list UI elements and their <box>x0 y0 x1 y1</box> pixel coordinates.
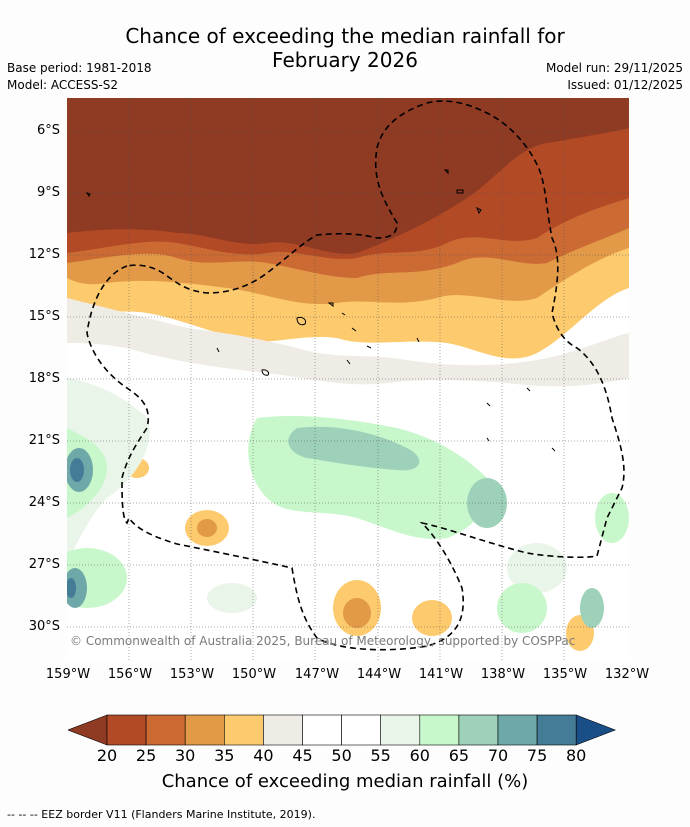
wet-patch-152w <box>207 583 257 613</box>
lat-label-30s: 30°S <box>28 619 60 634</box>
colorbar-segment <box>106 714 147 746</box>
dry-patch-150w-core <box>197 519 217 537</box>
gridlines <box>67 98 629 660</box>
island-16 <box>551 447 556 452</box>
colorbar-tick-label: 65 <box>448 746 470 765</box>
island-4 <box>476 206 482 215</box>
wet-patch-139w-south <box>497 583 547 633</box>
dry-patch-141w <box>412 600 452 636</box>
lat-label-15s: 15°S <box>28 309 60 324</box>
colorbar-tick-label: 45 <box>292 746 313 765</box>
wet-patch-27s-80 <box>67 578 76 598</box>
lat-label-27s: 27°S <box>28 557 60 572</box>
island-14 <box>486 402 491 407</box>
colorbar-tick-label: 35 <box>214 746 235 765</box>
island-13 <box>416 337 420 343</box>
lat-label-9s: 9°S <box>36 185 60 200</box>
lon-label-153w: 153°W <box>169 667 215 682</box>
island-10 <box>261 369 269 376</box>
island-3 <box>456 189 464 194</box>
rainfall-map <box>67 98 629 660</box>
dry-patch-145w-core <box>343 598 371 628</box>
title-line-1: Chance of exceeding the median rainfall … <box>125 24 565 48</box>
island-7 <box>341 312 346 316</box>
lat-label-6s: 6°S <box>36 123 60 138</box>
colorbar-segment <box>380 714 421 746</box>
colorbar-segment <box>184 714 225 746</box>
lon-label-132w: 132°W <box>604 667 650 682</box>
island-12 <box>346 359 351 365</box>
colorbar-segment <box>419 714 460 746</box>
lon-label-144w: 144°W <box>356 667 402 682</box>
colorbar-tick-label: 30 <box>175 746 196 765</box>
colorbar-arrow-low <box>68 714 108 746</box>
island-11 <box>216 347 220 353</box>
colorbar-tick-label: 55 <box>370 746 391 765</box>
lon-label-141w: 141°W <box>418 667 464 682</box>
island-9 <box>366 345 372 349</box>
wet-patch-west-75 <box>70 458 84 482</box>
colorbar-segment <box>341 714 382 746</box>
colorbar-tick-label: 75 <box>526 746 548 765</box>
colorbar-segment <box>497 714 538 746</box>
lon-label-159w: 159°W <box>45 667 91 682</box>
islands <box>85 169 556 452</box>
colorbar-tick-label: 70 <box>487 746 509 765</box>
wet-patch-134w <box>580 588 604 628</box>
base-period: Base period: 1981-2018 <box>7 61 152 75</box>
eez-border-french-polynesia <box>86 100 625 651</box>
colorbar-segment <box>145 714 186 746</box>
band-below-20 <box>67 98 629 254</box>
island-1 <box>85 192 91 197</box>
lat-label-24s: 24°S <box>28 495 60 510</box>
colorbar-arrow-high <box>575 714 617 746</box>
meta-right: Model run: 29/11/2025 Issued: 01/12/2025 <box>546 60 683 94</box>
eez-footnote: -- -- -- EEZ border V11 (Flanders Marine… <box>7 808 316 821</box>
colorbar-tick-label: 50 <box>331 746 352 765</box>
colorbar-tick-label: 20 <box>96 746 118 765</box>
lon-label-135w: 135°W <box>542 667 588 682</box>
colorbar-tick-label: 80 <box>566 746 587 765</box>
lat-label-12s: 12°S <box>28 247 60 262</box>
lon-label-150w: 150°W <box>231 667 277 682</box>
copyright-notice: © Commonwealth of Australia 2025, Bureau… <box>70 634 576 648</box>
title-line-2: February 2026 <box>272 48 418 72</box>
colorbar-segment <box>536 714 577 746</box>
colorbar-tick-label: 40 <box>253 746 274 765</box>
model-name: Model: ACCESS-S2 <box>7 78 119 92</box>
wet-band-central-65 <box>288 426 420 471</box>
colorbar-segments <box>68 714 617 746</box>
model-run: Model run: 29/11/2025 <box>545 61 683 75</box>
lat-label-21s: 21°S <box>28 433 60 448</box>
colorbar-label: Chance of exceeding median rainfall (%) <box>161 771 529 792</box>
island-6 <box>327 302 334 307</box>
island-5 <box>296 317 306 326</box>
colorbar-tick-label: 60 <box>409 746 430 765</box>
island-2 <box>443 169 449 175</box>
lon-label-156w: 156°W <box>107 667 153 682</box>
colorbar-segment <box>263 714 303 746</box>
lon-label-138w: 138°W <box>480 667 526 682</box>
colorbar-segment <box>302 714 342 746</box>
issued-date: Issued: 01/12/2025 <box>567 78 683 92</box>
island-17 <box>486 437 490 442</box>
map-title: Chance of exceeding the median rainfall … <box>0 24 690 72</box>
wet-patch-133w <box>595 493 629 543</box>
meta-left: Base period: 1981-2018 Model: ACCESS-S2 <box>7 60 152 94</box>
colorbar-segment <box>224 714 264 746</box>
band-45-north <box>67 298 629 387</box>
colorbar-segment <box>458 714 499 746</box>
lat-label-18s: 18°S <box>28 371 60 386</box>
colorbar <box>68 714 617 746</box>
lon-label-147w: 147°W <box>294 667 340 682</box>
island-8 <box>351 327 357 332</box>
colorbar-tick-label: 25 <box>135 746 157 765</box>
wet-patch-27s-70 <box>67 568 87 608</box>
island-15 <box>526 387 531 392</box>
